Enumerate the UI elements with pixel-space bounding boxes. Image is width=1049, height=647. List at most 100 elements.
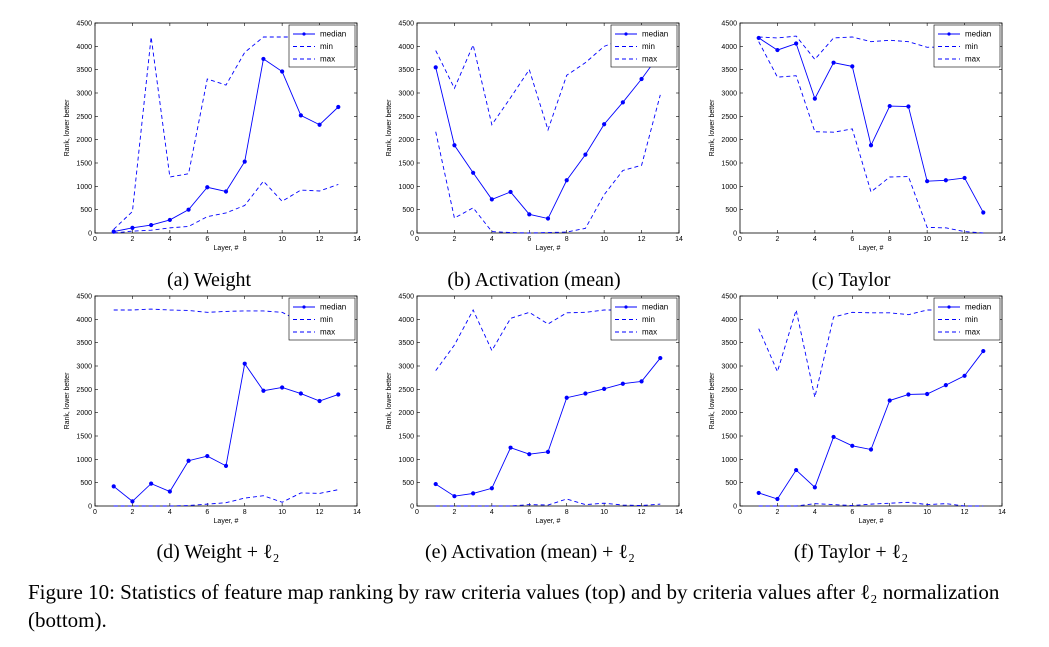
chart-panel-3: 0 2 4 6 8 10 12 14 0 500 1000 1500 2000 2500 3000 3500 4… (64, 294, 361, 564)
point-median (205, 185, 210, 190)
y-tick-label: 3000 (398, 91, 414, 98)
series-line-min (113, 180, 339, 234)
y-tick-label: 4000 (398, 44, 414, 51)
point-median (452, 143, 457, 148)
point-median (149, 481, 154, 486)
x-tick-label: 4 (490, 236, 494, 243)
y-tick-label: 2000 (398, 137, 414, 144)
point-median (508, 445, 513, 450)
x-tick-label: 12 (638, 236, 646, 243)
legend-label-median: median (642, 303, 668, 312)
y-tick-label: 2000 (721, 137, 737, 144)
y-tick-label: 0 (410, 504, 414, 511)
legend-label-min: min (642, 42, 655, 51)
x-tick-label: 12 (638, 509, 646, 516)
x-axis-label: Layer, # (859, 518, 884, 525)
x-axis-label: Layer, # (536, 518, 561, 525)
y-tick-label: 4500 (76, 21, 92, 28)
y-tick-label: 500 (80, 207, 92, 214)
legend-label-max: max (320, 55, 335, 64)
point-median (564, 178, 569, 183)
point-median (130, 225, 135, 230)
legend-marker-median (624, 32, 628, 36)
legend-label-min: min (320, 42, 333, 51)
point-median (981, 210, 986, 215)
point-median (981, 348, 986, 354)
x-tick-label: 2 (452, 236, 456, 243)
panel-caption: (d) Weight + ℓ₂ (156, 541, 279, 563)
y-axis-label: Rank, lower better (64, 99, 71, 156)
point-median (508, 189, 513, 195)
panel-caption: (b) Activation (mean) (447, 269, 620, 291)
x-tick-label: 8 (888, 236, 892, 243)
point-median (261, 388, 266, 393)
legend-box (933, 297, 1001, 341)
x-tick-label: 6 (205, 509, 209, 516)
point-median (850, 64, 855, 69)
y-tick-label: 1000 (76, 457, 92, 464)
legend-label-max: max (965, 55, 980, 64)
x-tick-label: 10 (923, 509, 931, 516)
legend-box (610, 297, 678, 341)
series-line-min (758, 501, 984, 507)
x-tick-label: 12 (316, 236, 324, 243)
y-tick-label: 2000 (76, 410, 92, 417)
legend-label-median: median (320, 303, 346, 312)
y-axis-label: Rank, lower better (709, 372, 716, 429)
y-axis-label: Rank, lower better (386, 99, 393, 156)
point-median (868, 143, 874, 148)
x-tick-label: 0 (415, 236, 419, 243)
point-median (850, 443, 855, 448)
y-tick-label: 2000 (721, 410, 737, 417)
x-tick-label: 6 (850, 236, 854, 243)
point-median (205, 453, 210, 459)
point-median (433, 481, 438, 487)
point-median (223, 463, 229, 468)
y-tick-label: 3500 (398, 340, 414, 347)
x-tick-label: 0 (93, 509, 97, 516)
x-tick-label: 0 (738, 236, 742, 243)
legend-label-median: median (965, 30, 991, 39)
x-tick-label: 8 (565, 236, 569, 243)
plot-frame (416, 22, 680, 234)
x-tick-label: 14 (353, 509, 361, 516)
point-median (906, 104, 911, 109)
y-tick-label: 500 (402, 480, 414, 487)
x-tick-label: 2 (775, 509, 779, 516)
x-tick-label: 0 (93, 236, 97, 243)
plot-frame (739, 295, 1003, 507)
y-tick-label: 2500 (721, 114, 737, 121)
panel-caption: (a) Weight (167, 269, 252, 291)
y-tick-label: 500 (80, 480, 92, 487)
point-median (602, 122, 607, 127)
y-tick-label: 4500 (721, 21, 737, 28)
y-tick-label: 4000 (76, 44, 92, 51)
point-median (658, 355, 663, 361)
x-tick-label: 10 (278, 509, 286, 516)
legend-label-min: min (320, 315, 333, 324)
y-tick-label: 4000 (721, 317, 737, 324)
chart-panel-2: 0 2 4 6 8 10 12 14 0 500 1000 1500 2000 2500 3000 3500 4… (709, 21, 1006, 292)
y-tick-label: 1000 (721, 457, 737, 464)
legend-box (288, 24, 356, 68)
series-line-max (758, 35, 984, 61)
point-median (906, 392, 911, 397)
legend-label-median: median (642, 30, 668, 39)
y-tick-label: 1000 (76, 184, 92, 191)
point-median (831, 60, 836, 65)
point-median (887, 103, 892, 109)
point-median (317, 122, 322, 127)
x-axis-label: Layer, # (536, 245, 561, 252)
y-tick-label: 4000 (76, 317, 92, 324)
point-median (962, 175, 967, 181)
series-line-max (435, 36, 661, 132)
x-tick-label: 8 (243, 236, 247, 243)
y-tick-label: 2500 (398, 114, 414, 121)
legend-label-max: max (642, 328, 657, 337)
point-median (527, 212, 532, 217)
x-tick-label: 14 (353, 236, 361, 243)
x-tick-label: 14 (998, 236, 1006, 243)
panel-caption: (e) Activation (mean) + ℓ₂ (425, 541, 635, 563)
x-tick-label: 14 (675, 509, 683, 516)
legend-marker-median (302, 32, 306, 36)
